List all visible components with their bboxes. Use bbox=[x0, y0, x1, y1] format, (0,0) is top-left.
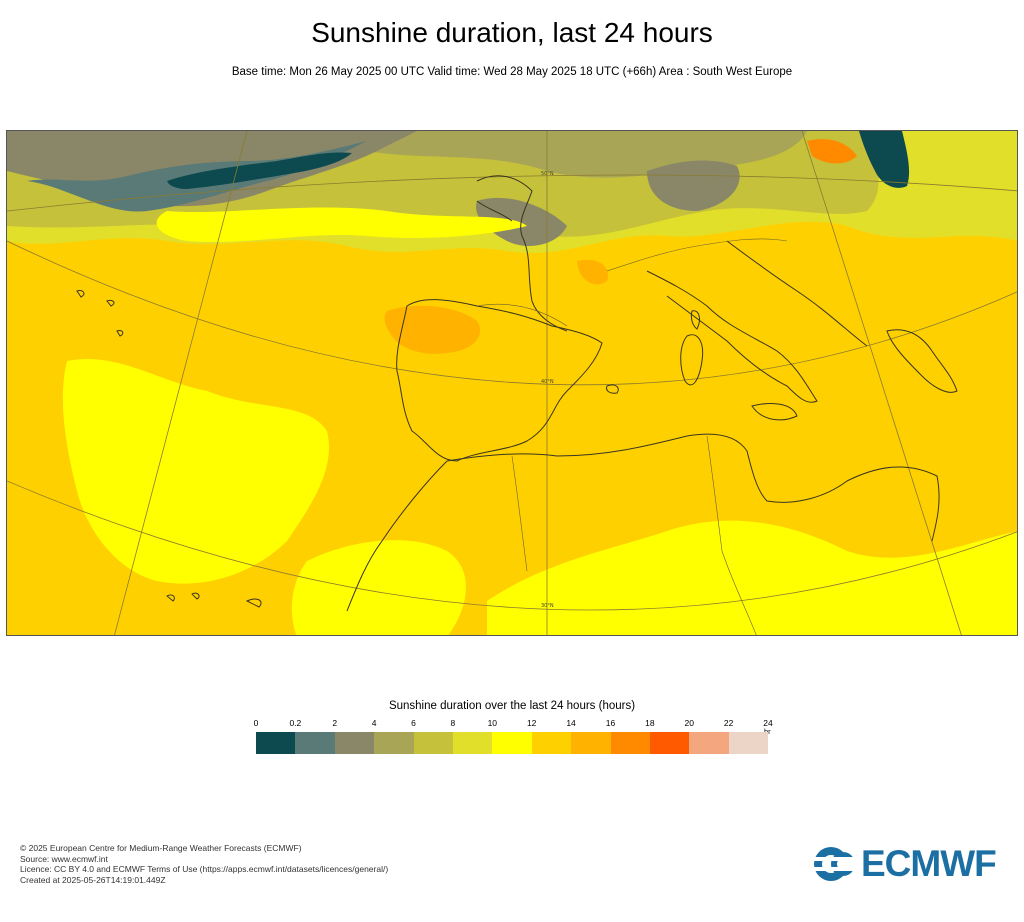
chart-subtitle: Base time: Mon 26 May 2025 00 UTC Valid … bbox=[231, 66, 793, 78]
legend-tick-label: 18 bbox=[645, 718, 655, 728]
coast-balearics bbox=[606, 384, 619, 394]
lon-line-3 bbox=[801, 131, 962, 635]
legend-swatch-8 bbox=[571, 732, 611, 754]
legend-swatch-5 bbox=[452, 732, 493, 754]
coast-canaries bbox=[166, 592, 262, 608]
legend-tick-label: 24 bbox=[763, 718, 773, 728]
lon-line-1 bbox=[114, 131, 248, 635]
footer-source: Source: www.ecmwf.int bbox=[20, 853, 108, 864]
yellow-africa bbox=[487, 520, 1017, 635]
legend-unit: hr bbox=[764, 727, 771, 736]
legend-tick-label: 10 bbox=[487, 718, 498, 728]
yellow-west-africa bbox=[291, 540, 466, 635]
legend-swatch-12 bbox=[728, 732, 769, 754]
legend-swatch-0 bbox=[256, 732, 296, 754]
cloud-darkest bbox=[167, 152, 352, 189]
legend-tick-label: 12 bbox=[526, 718, 537, 728]
legend-tick-label: 22 bbox=[723, 718, 734, 728]
legend-swatch-9 bbox=[610, 732, 650, 754]
lat-label-40: 40°N bbox=[541, 379, 554, 385]
lat-line-30 bbox=[7, 480, 1017, 611]
coast-greece bbox=[886, 329, 958, 393]
border-spain-france bbox=[476, 303, 568, 327]
coast-azores bbox=[76, 290, 124, 337]
sunshine-map[interactable]: 50°N 40°N 30°N bbox=[6, 130, 1018, 636]
orange-iberia bbox=[384, 305, 481, 354]
coast-sardinia bbox=[680, 334, 704, 386]
legend-swatch-1 bbox=[295, 732, 335, 754]
yellow-north-band bbox=[156, 207, 527, 243]
legend-bar bbox=[256, 732, 769, 754]
legend-swatch-7 bbox=[531, 732, 572, 754]
lat-line-50 bbox=[7, 174, 1017, 212]
legend-swatch-4 bbox=[413, 732, 453, 754]
cloud-grey-east bbox=[647, 160, 740, 211]
yellow-atlantic bbox=[62, 358, 329, 584]
chart-title: Sunshine duration, last 24 hours bbox=[311, 17, 713, 48]
legend-tick-label: 16 bbox=[605, 718, 616, 728]
coastlines bbox=[76, 175, 958, 612]
legend-tick-label: 0 bbox=[253, 718, 259, 728]
orange-alps bbox=[807, 139, 857, 164]
footer-licence: Licence: CC BY 4.0 and ECMWF Terms of Us… bbox=[20, 864, 389, 874]
lat-label-30: 30°N bbox=[541, 603, 554, 609]
ecmwf-logo-icon bbox=[813, 847, 859, 881]
legend-swatch-11 bbox=[689, 732, 729, 754]
legend-ticks: 0 0.2 2 4 6 8 10 12 14 16 18 20 22 24 bbox=[253, 718, 776, 730]
legend-swatch-2 bbox=[334, 732, 375, 754]
coast-iberia bbox=[396, 299, 603, 462]
ecmwf-logo-text: ECMWF bbox=[861, 843, 997, 884]
legend-tick-label: 6 bbox=[411, 718, 416, 728]
legend-swatch-10 bbox=[649, 732, 690, 754]
footer-copyright: © 2025 European Centre for Medium-Range … bbox=[20, 843, 302, 853]
legend-tick-label: 2 bbox=[332, 718, 338, 728]
cloud-darkest-east bbox=[859, 131, 910, 188]
border-morocco-algeria bbox=[511, 455, 528, 572]
coast-morocco bbox=[346, 460, 448, 612]
lat-label-50: 50°N bbox=[541, 171, 554, 177]
footer-created: Created at 2025-05-26T14:19:01.449Z bbox=[20, 874, 166, 885]
legend-swatch-3 bbox=[374, 732, 414, 754]
orange-biscay bbox=[577, 259, 608, 285]
ecmwf-logo[interactable]: ECMWF bbox=[813, 843, 1013, 884]
borders bbox=[476, 238, 788, 635]
map-svg: 50°N 40°N 30°N bbox=[7, 131, 1017, 635]
coast-brittany bbox=[476, 200, 513, 222]
coast-sicily bbox=[751, 403, 798, 421]
border-algeria-tunisia bbox=[706, 435, 757, 635]
footer-credits: © 2025 European Centre for Medium-Range … bbox=[20, 843, 388, 885]
legend-tick-label: 4 bbox=[371, 718, 377, 728]
coast-italy bbox=[646, 270, 818, 403]
legend-title: Sunshine duration over the last 24 hours… bbox=[388, 700, 636, 712]
legend-tick-label: 14 bbox=[566, 718, 576, 728]
coast-balkans bbox=[726, 240, 868, 347]
legend-swatch-6 bbox=[492, 732, 532, 754]
legend-tick-label: 20 bbox=[684, 718, 694, 728]
lat-line-40 bbox=[7, 240, 1017, 386]
border-alps bbox=[606, 238, 788, 272]
coast-north-africa bbox=[446, 433, 940, 542]
legend-tick-label: 0.2 bbox=[289, 718, 302, 728]
coast-corsica bbox=[690, 310, 700, 330]
legend-tick-label: 8 bbox=[450, 718, 456, 728]
